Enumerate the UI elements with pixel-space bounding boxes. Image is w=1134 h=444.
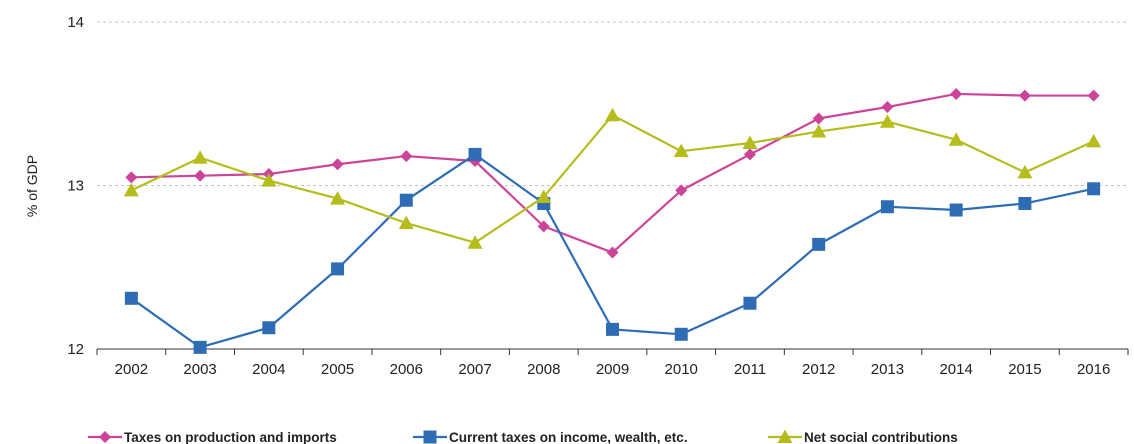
data-point: [192, 150, 208, 164]
data-point: [537, 220, 550, 233]
legend-label: Taxes on production and imports: [124, 430, 337, 444]
legend-item: Net social contributions: [768, 429, 958, 444]
legend-marker: [423, 430, 437, 444]
data-point: [949, 203, 963, 217]
data-point: [743, 296, 757, 310]
series-line: [130, 114, 1095, 244]
x-tick-label: 2008: [527, 361, 560, 378]
x-tick-label: 2016: [1077, 361, 1110, 378]
data-point: [880, 200, 894, 214]
x-tick-label: 2012: [802, 361, 835, 378]
x-tick-label: 2002: [115, 361, 148, 378]
data-point: [468, 147, 482, 161]
y-tick-label: 14: [67, 14, 84, 31]
x-tick-label: 2011: [734, 361, 766, 378]
data-point: [879, 114, 895, 128]
series-lines: [123, 87, 1102, 354]
x-tick-label: 2010: [665, 361, 698, 378]
series-1: [125, 87, 1100, 259]
legend-item: Taxes on production and imports: [88, 430, 337, 444]
series-3: [123, 107, 1102, 249]
data-point: [467, 235, 483, 249]
data-point: [1017, 164, 1033, 179]
data-point: [811, 124, 827, 138]
data-point: [675, 184, 688, 197]
data-point: [606, 322, 619, 336]
data-point: [605, 107, 620, 122]
data-point: [1087, 89, 1100, 102]
legend-marker: [777, 429, 793, 443]
data-point: [261, 173, 277, 187]
data-point: [398, 215, 414, 230]
data-point: [124, 291, 138, 305]
data-point: [331, 158, 344, 171]
y-axis-title: % of GDP: [24, 155, 40, 217]
legend-item: Current taxes on income, wealth, etc.: [413, 430, 688, 444]
data-point: [400, 150, 413, 163]
legend-label: Net social contributions: [804, 430, 958, 444]
data-point: [194, 169, 207, 182]
x-tick-label: 2013: [871, 361, 904, 378]
axes: % of GDP 12 13 14 2002 2003 2004 2005 2006 2007 2…: [24, 14, 1129, 378]
data-point: [123, 182, 139, 197]
data-point: [948, 132, 964, 146]
legend: Taxes on production and imports Current t…: [88, 429, 958, 444]
data-point: [1086, 133, 1102, 148]
x-tick-label: 2004: [252, 361, 285, 378]
data-point: [812, 237, 826, 251]
x-tick-label: 2015: [1008, 361, 1041, 378]
data-point: [743, 148, 756, 161]
legend-marker: [99, 431, 111, 443]
data-point: [331, 262, 345, 276]
series-2: [124, 147, 1101, 354]
data-point: [606, 246, 619, 259]
x-tick-label: 2006: [390, 361, 423, 378]
data-point: [1018, 89, 1031, 102]
data-point: [1087, 182, 1101, 196]
data-point: [742, 135, 758, 149]
data-point: [262, 321, 276, 335]
x-tick-label: 2003: [183, 361, 216, 378]
data-point: [881, 101, 894, 114]
data-point: [125, 171, 138, 184]
legend-label: Current taxes on income, wealth, etc.: [449, 430, 688, 444]
data-point: [330, 191, 346, 205]
data-point: [536, 189, 552, 203]
x-tick-label: 2007: [458, 361, 491, 378]
data-point: [950, 87, 963, 100]
data-point: [674, 327, 688, 341]
x-tick-label: 2005: [321, 361, 354, 378]
x-tick-label: 2014: [939, 361, 972, 378]
data-point: [399, 193, 413, 207]
data-point: [673, 143, 689, 158]
data-point: [1018, 196, 1032, 210]
y-tick-label: 13: [67, 178, 84, 195]
data-point: [812, 112, 825, 125]
gridlines: [97, 21, 1128, 186]
x-tick-label: 2009: [596, 361, 629, 378]
y-tick-label: 12: [67, 341, 84, 358]
data-point: [193, 340, 207, 354]
